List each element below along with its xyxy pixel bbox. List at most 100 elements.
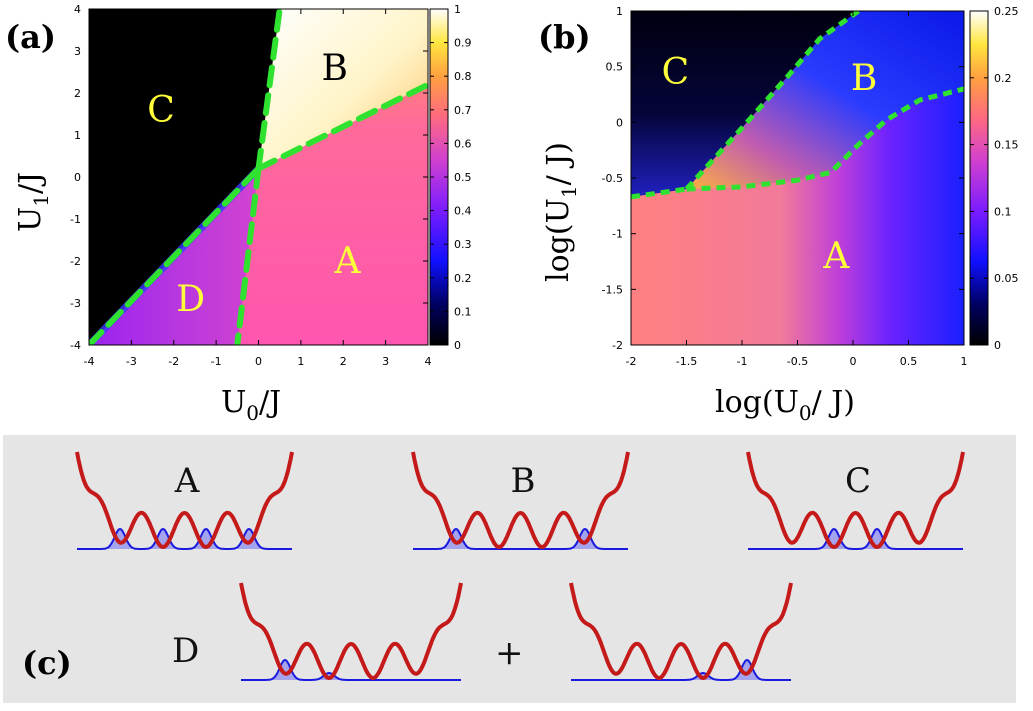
boundary-d-a — [234, 165, 262, 345]
wavefunction-fill — [77, 529, 292, 549]
region-b-fill — [258, 9, 428, 169]
region-label-b: B — [322, 48, 348, 89]
y-tick-label: 3 — [74, 45, 81, 58]
colorbar-tick-label: 0.1 — [454, 305, 472, 318]
panel-c-label: (c) — [22, 644, 72, 682]
panel-b-ylabel: log(U1/ J) — [541, 142, 581, 282]
config-c: C — [746, 451, 965, 550]
wavefunction-curve — [241, 658, 461, 681]
config-b: B — [411, 451, 630, 550]
panel-c-background — [3, 435, 1016, 703]
y-tick-label: -2 — [70, 255, 81, 268]
config-d-right — [569, 582, 793, 681]
region-c-fill — [631, 11, 859, 197]
potential-curve — [569, 582, 793, 680]
colorbar-tick-label: 0.2 — [454, 272, 472, 285]
wavefunction-curve — [413, 527, 628, 550]
region-label-a: A — [333, 241, 361, 282]
colorbar-tick-label: 0.9 — [454, 37, 472, 50]
colorbar-tick-label: 0.5 — [454, 171, 472, 184]
panel-b-heatmap — [631, 11, 964, 345]
boundary-c-b — [255, 9, 283, 172]
panel-a-heatmap — [89, 9, 428, 345]
x-tick-label: 3 — [382, 355, 389, 368]
y-tick-label: -0.5 — [602, 172, 623, 185]
colorbar-tick-label: 0.15 — [994, 139, 1019, 152]
region-label-b: B — [851, 58, 877, 99]
wavefunction-curve — [748, 527, 963, 550]
potential-curve — [411, 451, 630, 549]
config-label-b: B — [511, 461, 536, 501]
y-tick-label: -2 — [612, 339, 623, 352]
x-tick-label: -0.5 — [787, 355, 808, 368]
y-tick-label: 2 — [74, 87, 81, 100]
panel-a-label: (a) — [5, 18, 56, 56]
region-label-c: C — [147, 90, 175, 131]
y-tick-label: -1 — [612, 228, 623, 241]
region-c-fill — [89, 9, 280, 345]
panel-a-boundaries — [89, 9, 428, 345]
panel-a-ylabel: U1/J — [13, 172, 53, 232]
region-label-d: D — [176, 279, 205, 320]
wavefunction-fill — [571, 660, 791, 680]
x-tick-label: 0 — [255, 355, 262, 368]
panel-a-xlabel: U0/J — [221, 385, 281, 425]
panel-b-colorbar-ticks: 0 0.05 0.1 0.15 0.2 0.25 — [970, 5, 1019, 352]
panel-a-colorbar-ticks: 0 0.1 0.2 0.3 0.4 0.5 0.6 0.7 0.8 0.9 1 — [430, 3, 472, 352]
boundary-c-b — [684, 11, 860, 191]
config-d-label: D — [172, 631, 199, 671]
wavefunction-curve — [571, 658, 791, 681]
panel-b-colorbar — [969, 10, 989, 346]
colorbar-tick-label: 0.2 — [994, 72, 1012, 85]
boundary-b-a — [255, 81, 428, 172]
y-tick-label: 0.5 — [606, 61, 624, 74]
boundary-b-a — [686, 86, 964, 192]
panel-b-region-labels: C B A — [662, 52, 878, 277]
x-tick-label: -1 — [211, 355, 222, 368]
panel-b-boundaries — [631, 11, 964, 200]
config-label-c: C — [845, 461, 871, 501]
region-b-fill — [686, 11, 964, 190]
x-tick-label: 0.5 — [900, 355, 918, 368]
x-tick-label: 4 — [425, 355, 432, 368]
plus-sign: + — [495, 633, 524, 673]
colorbar-tick-label: 0.05 — [994, 272, 1019, 285]
x-tick-label: -2 — [626, 355, 637, 368]
y-tick-label: 0 — [616, 116, 623, 129]
colorbar-tick-label: 0.8 — [454, 70, 472, 83]
y-tick-label: 1 — [74, 129, 81, 142]
region-label-a: A — [822, 236, 850, 277]
boundary-c-d — [89, 165, 262, 345]
config-label-a: A — [174, 461, 200, 501]
panel-c-configurations: A B C — [75, 451, 965, 681]
y-tick-label: 4 — [74, 3, 81, 16]
y-tick-label: -4 — [70, 339, 81, 352]
colorbar-tick-label: 0.4 — [454, 205, 472, 218]
config-a: A — [75, 451, 294, 550]
potential-curve — [75, 451, 294, 549]
y-tick-label: -1.5 — [602, 283, 623, 296]
wavefunction-fill — [413, 529, 628, 549]
panel-a-ticks: -4 -3 -2 -1 0 1 2 3 4 -4 -3 -2 -1 0 1 2 3 4 — [70, 3, 431, 368]
x-tick-label: -4 — [84, 355, 95, 368]
colorbar-tick-label: 1 — [454, 3, 461, 16]
region-label-c: C — [662, 52, 690, 93]
panel-b-ticks: -2 -1.5 -1 -0.5 0 0.5 1 -2 -1.5 -1 -0.5 0 0.5 1 — [602, 5, 968, 368]
x-tick-label: 1 — [961, 355, 968, 368]
colorbar-tick-label: 0 — [994, 339, 1001, 352]
colorbar-tick-label: 0.1 — [994, 205, 1012, 218]
x-tick-label: -2 — [168, 355, 179, 368]
wavefunction-curve — [77, 527, 292, 550]
potential-curve — [239, 582, 463, 680]
colorbar-tick-label: 0 — [454, 339, 461, 352]
potential-curve — [746, 451, 965, 549]
y-tick-label: 1 — [616, 5, 623, 18]
x-tick-label: -1 — [737, 355, 748, 368]
config-d-left — [239, 582, 463, 681]
panel-b-label: (b) — [538, 18, 591, 56]
panel-a-region-labels: C B A D — [147, 48, 361, 320]
colorbar-tick-label: 0.6 — [454, 137, 472, 150]
y-tick-label: -3 — [70, 297, 81, 310]
x-tick-label: 2 — [340, 355, 347, 368]
